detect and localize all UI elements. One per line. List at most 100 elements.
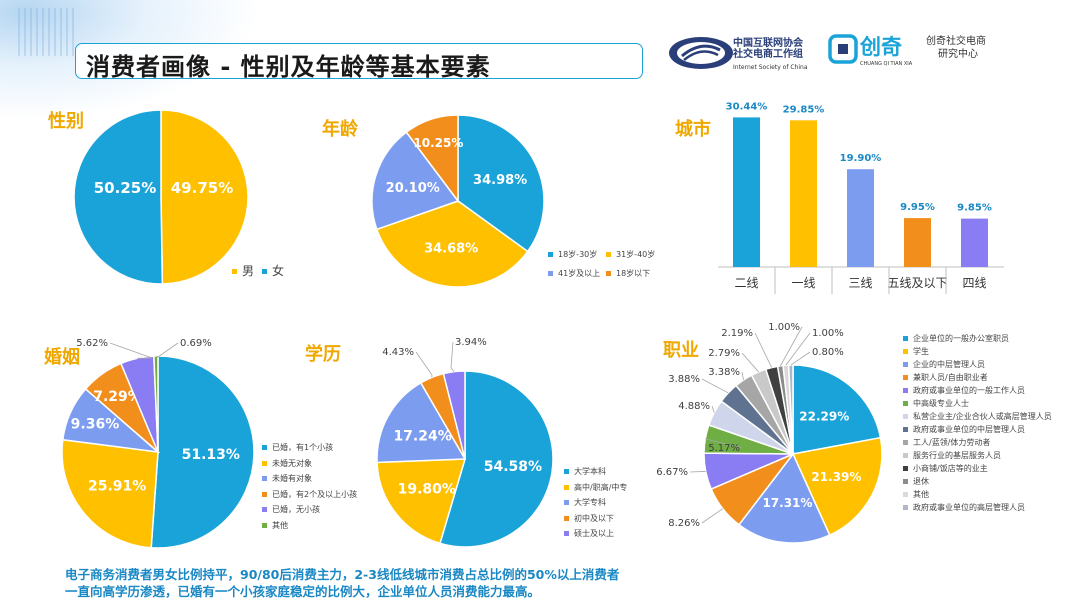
age-legend-label-1: 31岁-40岁 bbox=[616, 250, 656, 259]
chuangqi-logo-icon bbox=[828, 34, 858, 64]
education-legend: 大学本科 高中/职高/中专 大学专科 初中及以下 硕士及以上 bbox=[564, 464, 627, 542]
chuangqi-line2: 研究中心 bbox=[938, 49, 978, 60]
occupation-legend-item-9: 服务行业的基层服务人员 bbox=[903, 449, 1052, 462]
age-legend-label-0: 18岁-30岁 bbox=[558, 250, 598, 259]
occupation-leader-5 bbox=[705, 438, 743, 449]
occupation-legend-swatch-10 bbox=[903, 466, 908, 471]
occupation-leader-7 bbox=[701, 378, 729, 394]
age-legend-item-0: 18岁-30岁 bbox=[548, 248, 606, 261]
occupation-label-13: 0.80% bbox=[812, 347, 844, 358]
occupation-label-0: 22.29% bbox=[799, 410, 849, 424]
occupation-label-3: 8.26% bbox=[668, 518, 700, 529]
marriage-legend-swatch-0 bbox=[262, 445, 267, 451]
occupation-label-2: 17.31% bbox=[762, 496, 812, 510]
occupation-legend-swatch-3 bbox=[903, 375, 908, 380]
marriage-legend: 已婚，有1个小孩 未婚无对象 未婚有对象 已婚，有2个及以上小孩 已婚，无小孩 其他 bbox=[262, 440, 357, 533]
occupation-leader-12 bbox=[785, 332, 811, 366]
summary-text: 电子商务消费者男女比例持平，90/80后消费主力，2-3线低线城市消费占总比例的… bbox=[65, 566, 619, 600]
occupation-legend-label-13: 政府或事业单位的高层管理人员 bbox=[913, 503, 1025, 512]
city-category-4: 四线 bbox=[962, 276, 986, 290]
marriage-leader-5 bbox=[155, 342, 179, 358]
occupation-legend-item-13: 政府或事业单位的高层管理人员 bbox=[903, 501, 1052, 514]
gender-legend: 男女 bbox=[232, 262, 292, 279]
age-label-2: 20.10% bbox=[386, 181, 440, 196]
education-leader-3 bbox=[415, 351, 433, 378]
marriage-legend-label-0: 已婚，有1个小孩 bbox=[272, 443, 334, 453]
education-legend-item-1: 高中/职高/中专 bbox=[564, 480, 627, 496]
education-slice-2 bbox=[376, 381, 467, 464]
occupation-legend-label-3: 兼职人员/自由职业者 bbox=[913, 373, 988, 382]
education-legend-label-1: 高中/职高/中专 bbox=[574, 482, 628, 492]
education-legend-swatch-3 bbox=[564, 515, 569, 521]
occupation-label-10: 2.19% bbox=[721, 328, 753, 339]
gender-label-0: 49.75% bbox=[171, 179, 233, 197]
occupation-legend-swatch-11 bbox=[903, 479, 908, 484]
age-legend: 18岁-30岁 31岁-40岁 41岁及以上 18岁以下 bbox=[548, 248, 664, 280]
occupation-legend-item-12: 其他 bbox=[903, 488, 1052, 501]
marriage-legend-label-2: 未婚有对象 bbox=[272, 474, 312, 484]
occupation-legend-label-11: 退休 bbox=[913, 477, 929, 486]
education-label-0: 54.58% bbox=[484, 459, 542, 475]
gender-legend-item-1: 女 bbox=[262, 262, 284, 279]
title-box: 消费者画像 - 性别及年龄等基本要素 bbox=[75, 43, 643, 81]
summary-line1: 电子商务消费者男女比例持平，90/80后消费主力，2-3线低线城市消费占总比例的… bbox=[65, 567, 620, 582]
occupation-leader-3 bbox=[701, 508, 724, 524]
age-legend-label-3: 18岁以下 bbox=[616, 269, 651, 278]
isc-logo-line1: 中国互联网协会 bbox=[733, 38, 803, 49]
age-slice-0 bbox=[457, 114, 545, 253]
marriage-leader-4 bbox=[109, 342, 153, 359]
occupation-legend-item-3: 兼职人员/自由职业者 bbox=[903, 371, 1052, 384]
education-slice-0 bbox=[439, 370, 554, 548]
gender-title: 性别 bbox=[48, 111, 84, 132]
marriage-title: 婚姻 bbox=[44, 347, 80, 368]
gender-legend-label-1: 女 bbox=[272, 264, 285, 278]
occupation-legend-label-9: 服务行业的基层服务人员 bbox=[913, 451, 1001, 460]
age-title: 年龄 bbox=[322, 119, 358, 140]
occupation-title: 职业 bbox=[663, 340, 699, 361]
gender-slice-0 bbox=[160, 109, 249, 285]
education-label-2: 17.24% bbox=[393, 429, 451, 445]
city-value-0: 30.44% bbox=[726, 101, 768, 112]
chuangqi-line1: 创奇社交电商 bbox=[926, 36, 986, 47]
education-legend-swatch-0 bbox=[564, 469, 569, 475]
marriage-slice-1 bbox=[61, 438, 159, 549]
marriage-legend-swatch-3 bbox=[262, 491, 267, 497]
corner-pattern bbox=[18, 8, 78, 56]
gender-label-1: 50.25% bbox=[94, 179, 156, 197]
city-bar-0 bbox=[733, 117, 760, 267]
city-category-0: 二线 bbox=[734, 276, 758, 290]
age-legend-swatch-3 bbox=[606, 271, 611, 276]
education-legend-swatch-4 bbox=[564, 531, 569, 537]
age-legend-item-3: 18岁以下 bbox=[606, 267, 664, 280]
marriage-legend-item-5: 其他 bbox=[262, 518, 357, 534]
education-leader-4 bbox=[450, 341, 455, 372]
city-category-1: 一线 bbox=[791, 276, 815, 290]
age-slice-2 bbox=[371, 131, 460, 231]
occupation-leader-6 bbox=[711, 405, 715, 413]
occupation-legend-label-6: 私营企业主/企业合伙人或高层管理人员 bbox=[913, 412, 1052, 421]
education-slice-1 bbox=[376, 458, 467, 545]
marriage-label-1: 25.91% bbox=[88, 478, 146, 494]
occupation-legend-label-4: 政府或事业单位的一般工作人员 bbox=[913, 386, 1025, 395]
occupation-legend-label-12: 其他 bbox=[913, 490, 929, 499]
city-bar-4 bbox=[961, 218, 988, 267]
age-legend-label-2: 41岁及以上 bbox=[558, 269, 601, 278]
education-slice-4 bbox=[442, 370, 466, 460]
age-legend-item-2: 41岁及以上 bbox=[548, 267, 606, 280]
education-legend-item-0: 大学本科 bbox=[564, 464, 627, 480]
occupation-label-6: 4.88% bbox=[678, 401, 710, 412]
marriage-legend-swatch-4 bbox=[262, 507, 267, 513]
occupation-slice-1 bbox=[791, 436, 883, 537]
marriage-legend-item-1: 未婚无对象 bbox=[262, 456, 357, 472]
marriage-slice-0 bbox=[150, 355, 255, 549]
chuangqi-brand: 创奇 bbox=[860, 35, 902, 59]
gender-legend-swatch-1 bbox=[262, 269, 268, 274]
occupation-legend-swatch-2 bbox=[903, 362, 908, 367]
marriage-legend-label-3: 已婚，有2个及以上小孩 bbox=[272, 489, 358, 499]
occupation-legend-label-0: 企业单位的一般办公室职员 bbox=[913, 334, 1009, 343]
city-bar-2 bbox=[847, 169, 874, 267]
age-slice-1 bbox=[375, 200, 529, 288]
city-value-2: 19.90% bbox=[840, 153, 882, 164]
occupation-legend-item-11: 退休 bbox=[903, 475, 1052, 488]
occupation-label-4: 6.67% bbox=[656, 467, 688, 478]
